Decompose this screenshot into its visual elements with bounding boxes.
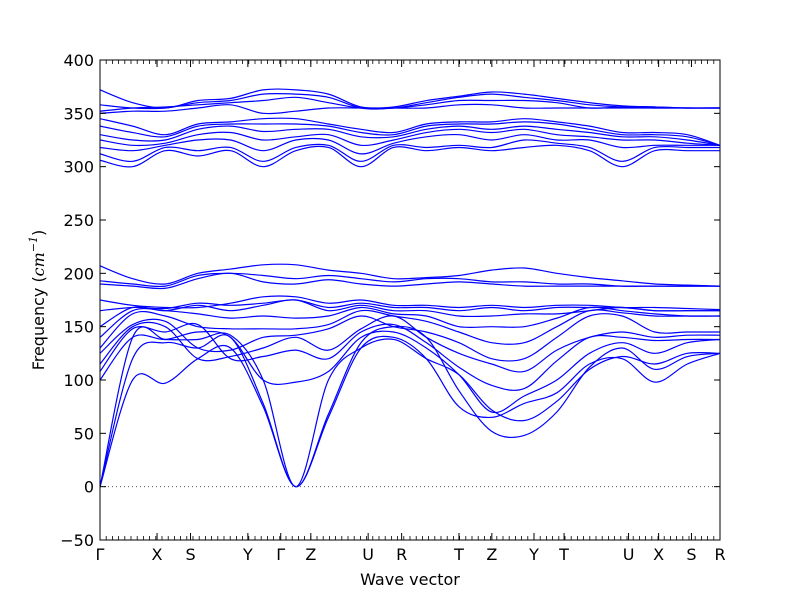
kpoint-label: Z	[486, 545, 497, 564]
y-axis-label: Frequency (cm−1)	[27, 230, 48, 371]
phonon-branch-14	[100, 272, 720, 288]
kpoint-label: Y	[528, 545, 539, 564]
x-axis-label: Wave vector	[360, 570, 460, 589]
y-axis-ticks: −50 0 50 100 150 200 250 300 350 400	[60, 51, 720, 550]
kpoint-label: S	[686, 545, 696, 564]
phonon-branch-7	[100, 313, 720, 362]
phonon-branch-4	[100, 330, 720, 414]
phonon-branch-12	[100, 295, 720, 311]
phonon-branch-25	[100, 92, 720, 110]
y-axis-label-unit: cm	[29, 252, 48, 276]
phonon-branch-23	[100, 103, 720, 115]
kpoint-label: S	[185, 545, 195, 564]
phonon-branch-16	[100, 144, 720, 168]
y-tick-label: 300	[63, 158, 94, 177]
phonon-branch-5	[100, 322, 720, 391]
y-tick-label: 0	[84, 478, 94, 497]
kpoint-label: R	[396, 545, 407, 564]
phonon-branch-8	[100, 309, 720, 349]
y-tick-label: 200	[63, 264, 94, 283]
phonon-branch-19	[100, 128, 720, 147]
y-axis-label-exponent: −1	[27, 236, 40, 252]
kpoint-label: T	[453, 545, 464, 564]
y-tick-label: 100	[63, 371, 94, 390]
y-tick-label: 250	[63, 211, 94, 230]
kpoint-label: R	[714, 545, 725, 564]
y-tick-label: 400	[63, 51, 94, 70]
y-tick-label: 150	[63, 318, 94, 337]
y-tick-label: −50	[60, 531, 94, 550]
kpoint-label: X	[653, 545, 664, 564]
kpoint-label: Γ	[96, 545, 105, 564]
phonon-branch-17	[100, 139, 720, 162]
kpoint-label: U	[362, 545, 374, 564]
phonon-branch-15	[100, 263, 720, 287]
band-series-layer	[100, 88, 720, 488]
phonon-branch-22	[100, 117, 720, 146]
kpoint-label: Z	[305, 545, 316, 564]
kpoint-label: Γ	[276, 545, 285, 564]
y-axis-label-close: )	[29, 230, 48, 236]
phonon-branch-18	[100, 133, 720, 155]
minor-tick-marks	[99, 60, 721, 540]
kpoint-label: Y	[242, 545, 253, 564]
phonon-branch-9	[100, 306, 720, 338]
phonon-branch-3	[100, 326, 720, 488]
y-axis-label-text: Frequency (	[29, 276, 48, 370]
y-tick-label: 50	[74, 424, 94, 443]
kpoint-label: T	[558, 545, 569, 564]
phonon-branch-26	[100, 88, 720, 109]
y-tick-label: 350	[63, 104, 94, 123]
phonon-branch-21	[100, 121, 720, 146]
phonon-branch-20	[100, 125, 720, 146]
phonon-branch-6	[100, 315, 720, 373]
kpoint-label: U	[623, 545, 635, 564]
kpoint-label: X	[152, 545, 163, 564]
